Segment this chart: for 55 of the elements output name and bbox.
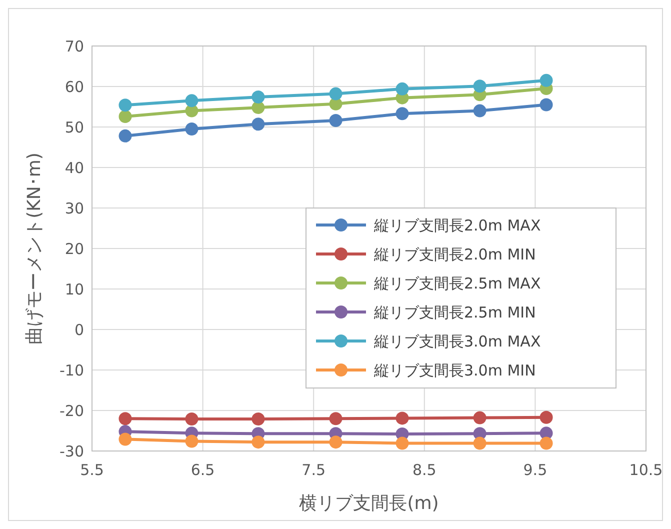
point bbox=[118, 412, 132, 426]
x-tick-label: 6.5 bbox=[190, 461, 215, 479]
point bbox=[252, 436, 265, 449]
point bbox=[185, 412, 198, 426]
point bbox=[252, 412, 265, 426]
point bbox=[396, 412, 409, 425]
x-tick-label: 5.5 bbox=[80, 461, 104, 479]
y-tick-label: 50 bbox=[64, 118, 84, 136]
x-tick-label: 7.5 bbox=[302, 461, 326, 479]
legend-label: 縦リブ支間長3.0m MIN bbox=[373, 361, 536, 380]
x-axis-title: 横リブ支間長(m) bbox=[299, 493, 439, 514]
point bbox=[252, 118, 265, 131]
x-tick-label: 10.5 bbox=[629, 461, 663, 479]
y-tick-label: -30 bbox=[60, 442, 84, 460]
point bbox=[396, 107, 409, 120]
legend-label: 縦リブ支間長2.5m MAX bbox=[373, 274, 541, 292]
point bbox=[329, 87, 342, 100]
point bbox=[540, 436, 553, 450]
point bbox=[118, 432, 132, 446]
point bbox=[473, 436, 486, 450]
legend-label: 縦リブ支間長2.0m MIN bbox=[373, 245, 536, 264]
point bbox=[252, 101, 265, 114]
point bbox=[185, 434, 198, 448]
point bbox=[118, 129, 132, 142]
point bbox=[329, 436, 342, 449]
y-tick-label: 40 bbox=[64, 158, 84, 177]
point bbox=[473, 411, 486, 424]
point bbox=[118, 110, 132, 123]
point bbox=[118, 98, 132, 112]
x-tick-label: 8.5 bbox=[412, 461, 436, 479]
legend-label: 縦リブ支間長2.0m MAX bbox=[373, 216, 541, 234]
y-tick-label: -20 bbox=[60, 402, 84, 420]
x-tick-label: 9.5 bbox=[523, 461, 548, 479]
y-tick-label: -10 bbox=[60, 361, 84, 380]
point bbox=[185, 122, 198, 136]
point bbox=[329, 412, 342, 426]
legend-label: 縦リブ支間長2.5m MIN bbox=[373, 303, 536, 322]
point bbox=[329, 114, 342, 128]
y-tick-label: 0 bbox=[74, 320, 84, 339]
point bbox=[185, 94, 198, 108]
point bbox=[252, 90, 265, 104]
point bbox=[540, 98, 553, 112]
point bbox=[473, 80, 486, 93]
point bbox=[396, 82, 409, 96]
point bbox=[540, 74, 553, 87]
legend-label: 縦リブ支間長3.0m MAX bbox=[373, 332, 541, 350]
y-axis-title: 曲げモーメント(KN･m) bbox=[24, 152, 45, 344]
y-tick-label: 70 bbox=[64, 37, 84, 56]
point bbox=[540, 410, 553, 424]
y-tick-label: 30 bbox=[64, 199, 84, 218]
point bbox=[396, 436, 409, 450]
y-tick-label: 60 bbox=[64, 78, 84, 96]
y-tick-label: 10 bbox=[64, 280, 84, 298]
y-tick-label: 20 bbox=[64, 240, 84, 258]
point bbox=[473, 104, 486, 118]
